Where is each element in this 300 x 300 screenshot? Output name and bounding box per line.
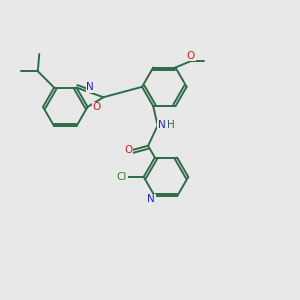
- Text: O: O: [93, 102, 101, 112]
- Text: Cl: Cl: [117, 172, 127, 182]
- Text: N: N: [86, 82, 94, 92]
- Text: O: O: [187, 51, 195, 61]
- Text: H: H: [167, 121, 175, 130]
- Text: O: O: [124, 145, 132, 155]
- Text: N: N: [158, 121, 166, 130]
- Text: N: N: [147, 194, 155, 204]
